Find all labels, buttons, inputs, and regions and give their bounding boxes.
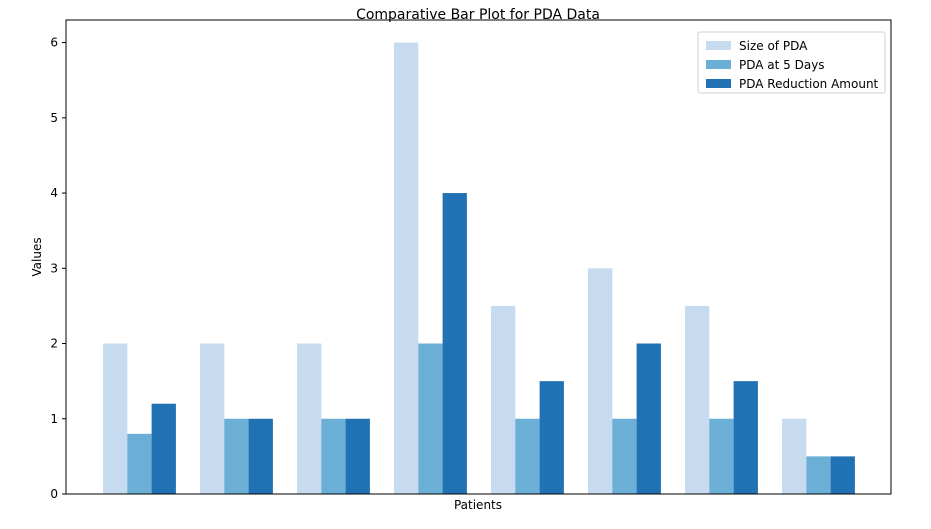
bar-series-3-patient-2	[248, 418, 273, 494]
bar-series-3-patient-7	[733, 381, 758, 494]
bar-series-1-patient-2	[200, 343, 225, 494]
bar-series-3-patient-3	[345, 418, 370, 494]
legend-label: Size of PDA	[739, 39, 808, 53]
y-axis: 0 1 2 3 4 5 6	[50, 36, 66, 501]
y-tick-label: 5	[50, 111, 58, 125]
bar-series-2-patient-2	[224, 418, 249, 494]
chart-title: Comparative Bar Plot for PDA Data	[356, 7, 600, 23]
legend-swatch	[706, 60, 731, 69]
y-axis-label: Values	[30, 237, 44, 276]
legend-label: PDA at 5 Days	[739, 58, 825, 72]
bar-series-2-patient-6	[612, 418, 637, 494]
bar-series-1-patient-6	[588, 268, 613, 494]
bar-series-2-patient-7	[709, 418, 734, 494]
legend: Size of PDA PDA at 5 Days PDA Reduction Am…	[697, 31, 886, 94]
legend-swatch	[706, 79, 731, 88]
bar-series-2-patient-4	[418, 343, 443, 494]
bar-series-1-patient-8	[782, 418, 807, 494]
bar-series-1-patient-4	[394, 42, 419, 494]
bar-series-1-patient-7	[685, 305, 710, 494]
y-tick-label: 3	[50, 261, 58, 275]
bar-series-3-patient-4	[442, 193, 467, 495]
bar-series-2-patient-1	[127, 433, 152, 494]
legend-box	[697, 31, 886, 94]
bar-series-3-patient-6	[636, 343, 661, 494]
bar-series-3-patient-5	[539, 381, 564, 494]
legend-label: PDA Reduction Amount	[739, 77, 879, 91]
y-tick-label: 4	[50, 186, 58, 200]
y-tick-label: 0	[50, 487, 58, 501]
bar-series-1-patient-3	[297, 343, 322, 494]
bar-series-1-patient-5	[491, 305, 516, 494]
bar-series-3-patient-8	[830, 456, 855, 494]
legend-swatch	[706, 41, 731, 50]
bar-series-group	[103, 42, 855, 495]
y-tick-label: 2	[50, 337, 58, 351]
y-tick-label: 1	[50, 412, 58, 426]
bar-series-2-patient-8	[806, 456, 831, 494]
bar-series-3-patient-1	[151, 403, 176, 494]
bar-series-2-patient-3	[321, 418, 346, 494]
bar-series-1-patient-1	[103, 343, 128, 494]
y-tick-label: 6	[50, 36, 58, 50]
plot-area-frame	[65, 19, 892, 495]
bar-series-2-patient-5	[515, 418, 540, 494]
x-axis-label: Patients	[454, 498, 502, 512]
